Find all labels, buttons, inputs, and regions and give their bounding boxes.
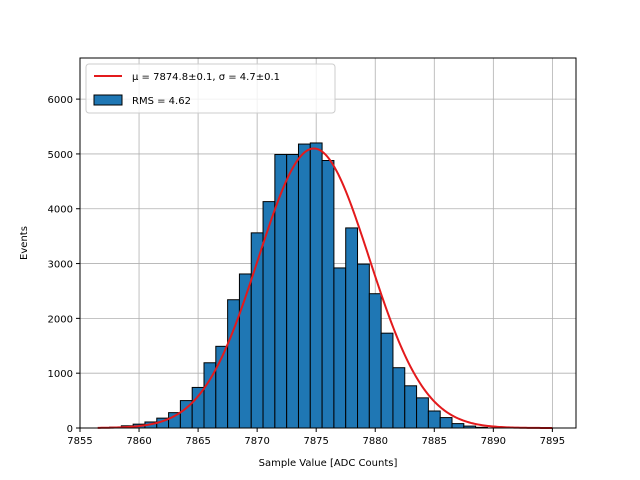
histogram-bar <box>451 423 465 429</box>
histogram-bar <box>416 397 429 429</box>
histogram-bar <box>333 267 347 429</box>
y-axis-ticks: 0 1000 2000 3000 4000 5000 6000 <box>48 95 80 435</box>
x-tick-label: 7885 <box>422 436 447 447</box>
legend-fit-label: μ = 7874.8±0.1, σ = 4.7±0.1 <box>132 72 280 83</box>
histogram-bar <box>368 293 382 429</box>
x-tick-label: 7895 <box>540 436 565 447</box>
y-tick-label: 2000 <box>48 314 73 325</box>
histogram-bar <box>309 142 323 429</box>
histogram-bar <box>357 263 370 429</box>
x-tick-label: 7890 <box>481 436 506 447</box>
plot-frame <box>79 57 577 429</box>
x-tick-label: 7855 <box>67 436 92 447</box>
histogram-bar <box>392 367 406 429</box>
x-tick-label: 7860 <box>126 436 151 447</box>
histogram-bar <box>380 332 394 429</box>
gaussian-fit-curve <box>97 147 553 429</box>
x-tick-label: 7865 <box>185 436 210 447</box>
y-tick-label: 6000 <box>48 95 73 106</box>
legend-histogram-label: RMS = 4.62 <box>132 96 191 107</box>
y-tick-label: 1000 <box>48 369 73 380</box>
x-axis-label: Sample Value [ADC Counts] <box>259 458 398 469</box>
x-tick-label: 7880 <box>363 436 388 447</box>
histogram-bar <box>297 143 311 429</box>
histogram-bar <box>321 160 335 429</box>
histogram-bar <box>286 153 299 429</box>
y-tick-label: 4000 <box>48 205 73 216</box>
y-tick-label: 3000 <box>48 260 73 271</box>
x-tick-label: 7870 <box>244 436 269 447</box>
legend-histogram-swatch <box>93 94 123 106</box>
y-axis-label: Events <box>19 226 30 260</box>
x-tick-label: 7875 <box>303 436 328 447</box>
legend-box <box>85 63 336 114</box>
histogram-bar <box>427 410 441 429</box>
y-tick-label: 0 <box>67 424 73 435</box>
x-axis-ticks: 7855 7860 7865 7870 7875 7880 7885 7890 7895 <box>67 428 565 447</box>
histogram-bars <box>109 142 488 429</box>
histogram-bar <box>191 386 205 429</box>
y-tick-label: 5000 <box>48 150 73 161</box>
histogram-bar <box>345 227 359 429</box>
legend: μ = 7874.8±0.1, σ = 4.7±0.1 RMS = 4.62 <box>85 63 336 114</box>
histogram-bar <box>439 417 453 429</box>
histogram-bar <box>404 385 418 429</box>
